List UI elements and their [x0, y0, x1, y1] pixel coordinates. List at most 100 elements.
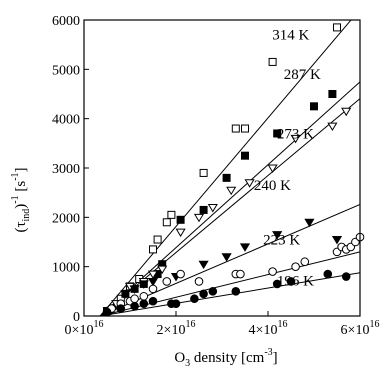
series-label: 240 K: [254, 178, 291, 194]
fit-line-240k: [99, 204, 360, 316]
y-tick-label: 6000: [52, 14, 80, 29]
x-axis-title: O3 density [cm-3]: [174, 347, 277, 369]
y-axis-title-suffix: [s: [13, 181, 29, 196]
data-point-240k: [304, 218, 315, 228]
data-point-196k: [190, 294, 199, 304]
x-tick-label: 0×1016: [65, 319, 104, 338]
data-point-273k: [290, 134, 301, 144]
y-tick-label: 0: [73, 310, 80, 325]
fit-line-314k: [99, 20, 352, 316]
data-point-196k: [231, 287, 241, 296]
data-point-223k: [291, 262, 300, 271]
data-point-240k: [120, 290, 131, 299]
data-point-314k: [149, 245, 157, 254]
x-tick-label: 6×1016: [341, 319, 380, 338]
data-point-273k: [193, 213, 205, 223]
data-point-223k: [236, 269, 245, 279]
data-point-240k: [198, 260, 209, 270]
data-point-287k: [310, 102, 318, 111]
series-label: 287 K: [284, 67, 321, 83]
y-axis-title-middle: ): [13, 204, 29, 209]
data-point-287k: [273, 129, 282, 138]
data-point-223k: [194, 277, 204, 286]
x-axis-title-text: density [cm: [190, 350, 264, 366]
axes: [83, 19, 361, 317]
data-point-273k: [244, 179, 255, 188]
data-point-223k: [176, 269, 185, 279]
x-tick-exponent: 16: [369, 319, 379, 330]
series-label: 273 K: [277, 126, 314, 142]
fit-line-287k: [99, 81, 360, 316]
fit-line-273k: [99, 98, 360, 316]
x-axis-title-subscript: 3: [185, 358, 190, 369]
data-point-240k: [221, 253, 232, 262]
fit-lines: [99, 20, 360, 316]
x-tick-mantissa: 0×10: [65, 323, 94, 338]
data-point-240k: [272, 231, 283, 240]
data-point-287k: [241, 151, 249, 160]
data-point-314k: [167, 210, 176, 219]
data-point-240k: [147, 277, 159, 287]
data-point-240k: [239, 243, 251, 252]
data-point-314k: [241, 124, 249, 133]
data-point-273k: [207, 203, 218, 213]
data-point-196k: [208, 287, 218, 296]
x-tick-exponent: 16: [277, 319, 287, 330]
data-point-196k: [171, 299, 181, 308]
data-point-314k: [153, 235, 162, 244]
data-point-196k: [286, 277, 296, 286]
x-tick-label: 4×1016: [249, 319, 288, 338]
x-axis-title-prefix: O: [174, 350, 185, 366]
data-point-273k: [175, 228, 186, 238]
data-point-314k: [333, 23, 341, 32]
y-axis-title-superscript2: -1: [10, 172, 21, 180]
y-tick-label: 3000: [52, 162, 80, 177]
data-point-314k: [268, 57, 277, 66]
plot-area: [99, 20, 365, 317]
data-point-273k: [147, 270, 159, 280]
data-point-287k: [199, 205, 208, 214]
x-tick-mantissa: 2×10: [157, 323, 186, 338]
series-label: 314 K: [272, 28, 309, 44]
data-point-223k: [130, 294, 139, 304]
y-tick-label: 5000: [52, 63, 80, 78]
x-tick-mantissa: 6×10: [341, 323, 370, 338]
data-point-273k: [341, 107, 352, 117]
data-point-196k: [148, 296, 158, 306]
data-point-196k: [102, 307, 112, 317]
x-tick-exponent: 16: [93, 319, 103, 330]
x-axis-title-superscript: -3: [264, 347, 272, 358]
data-point-196k: [199, 289, 208, 299]
y-tick-label: 1000: [52, 261, 80, 276]
data-point-223k: [139, 291, 149, 301]
data-point-240k: [331, 236, 343, 245]
data-point-196k: [341, 272, 351, 281]
data-point-223k: [162, 277, 172, 286]
data-point-287k: [328, 90, 337, 98]
data-point-196k: [272, 279, 282, 289]
y-axis-title-subscript: ind: [21, 209, 32, 222]
x-axis-title-suffix: ]: [273, 350, 278, 366]
y-axis-title-suffix2: ]: [13, 167, 29, 172]
data-point-196k: [323, 269, 333, 279]
y-axis-title-prefix: (τ: [13, 222, 29, 233]
data-point-273k: [157, 265, 168, 275]
data-point-273k: [267, 164, 278, 173]
data-point-314k: [231, 124, 240, 133]
data-point-196k: [130, 301, 139, 311]
fit-line-196k: [100, 272, 360, 316]
data-point-287k: [176, 215, 185, 224]
data-point-273k: [226, 186, 237, 196]
series-label: 223 K: [263, 232, 300, 248]
data-point-314k: [162, 218, 171, 227]
data-point-196k: [116, 304, 126, 313]
data-point-314k: [199, 168, 208, 177]
y-tick-label: 2000: [52, 211, 80, 226]
data-point-287k: [222, 173, 231, 182]
plot-frame: [83, 19, 361, 317]
x-tick-mantissa: 4×10: [249, 323, 278, 338]
data-point-223k: [148, 284, 158, 294]
data-point-273k: [327, 122, 338, 132]
